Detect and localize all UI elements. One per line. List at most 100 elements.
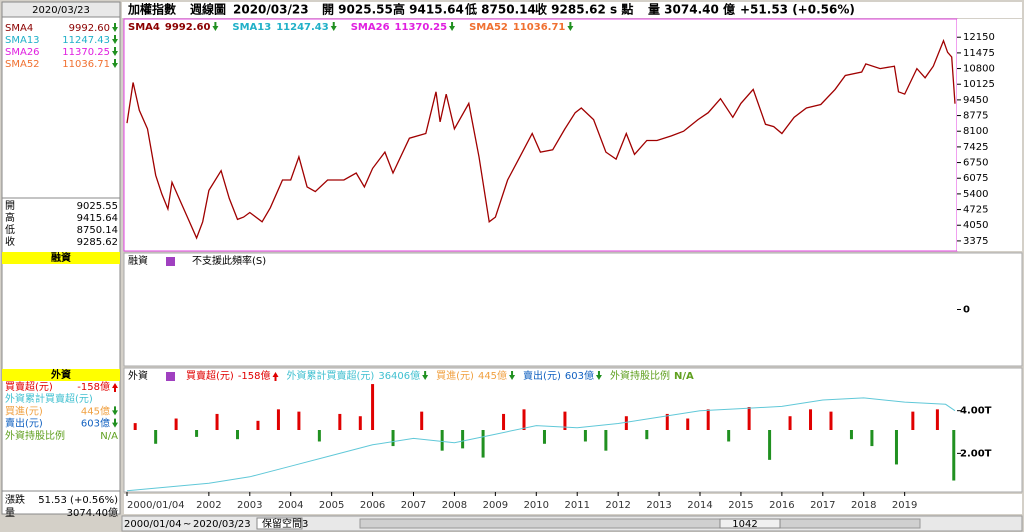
x-tick-label: 2005 xyxy=(319,500,344,511)
legend-value: -158億 xyxy=(238,369,271,382)
x-tick-label: 2014 xyxy=(687,500,712,511)
header-bar xyxy=(122,2,1022,18)
legend-name: 賣出(元) xyxy=(523,369,561,382)
x-tick-label: 2000/01/04 xyxy=(127,500,185,511)
price-axis xyxy=(957,19,1022,251)
y-tick-label: 12150 xyxy=(963,32,995,43)
net-bar xyxy=(645,430,649,440)
header-high: 高 9415.64 xyxy=(393,2,464,17)
ohlc-label: 高 xyxy=(5,211,15,224)
arrow-icon xyxy=(330,22,337,31)
arrow-icon xyxy=(422,371,429,380)
x-tick-label: 2012 xyxy=(605,500,630,511)
x-tick-label: 2016 xyxy=(769,500,794,511)
control-reserve: 保留空間 xyxy=(262,517,302,530)
arrow-icon xyxy=(272,372,279,381)
scrollbar[interactable] xyxy=(359,518,921,529)
control-tilde: ~ xyxy=(183,519,191,530)
sma-value: 9992.60 xyxy=(69,23,110,34)
net-bar xyxy=(563,411,567,430)
legend-name: 外資累計買賣超(元) xyxy=(287,369,375,382)
foreign-value: 603億 xyxy=(81,417,110,430)
foreign-value: N/A xyxy=(100,431,118,442)
panel-icon xyxy=(166,257,175,266)
net-bar xyxy=(133,423,137,430)
sma-name: SMA26 xyxy=(5,47,40,58)
panel-message: 不支援此頻率(S) xyxy=(192,254,266,267)
net-bar xyxy=(371,384,375,430)
legend-value: 11036.71 xyxy=(513,22,566,33)
x-tick-label: 2003 xyxy=(237,500,262,511)
scroll-thumb[interactable] xyxy=(719,518,781,529)
legend-name: 買賣超(元) xyxy=(186,369,234,382)
legend-name: SMA13 xyxy=(232,22,271,33)
panel-title: 融資 xyxy=(128,255,148,267)
y-tick-label: 6750 xyxy=(963,158,988,169)
legend-name: SMA26 xyxy=(351,22,390,33)
cumulative-line xyxy=(126,397,956,492)
price-panel xyxy=(123,18,958,252)
net-bar xyxy=(604,430,608,451)
arrow-icon xyxy=(112,47,118,56)
net-bar xyxy=(195,430,199,437)
x-tick-label: 2011 xyxy=(564,500,589,511)
x-tick-label: 2018 xyxy=(851,500,876,511)
sma-value: 11370.25 xyxy=(62,47,110,58)
net-bar xyxy=(481,430,485,458)
net-bar xyxy=(391,430,395,447)
net-bar xyxy=(583,430,587,442)
net-bar xyxy=(706,409,710,430)
legend-name: SMA52 xyxy=(469,22,508,33)
net-bar xyxy=(809,409,813,430)
net-bar xyxy=(502,413,506,430)
net-bar xyxy=(276,409,280,430)
change-label: 漲跌 xyxy=(5,493,25,506)
y-tick-label: 9450 xyxy=(963,95,988,106)
y-tick-label: 4725 xyxy=(963,205,988,216)
legend-value: 445億 xyxy=(478,369,507,382)
net-bar xyxy=(665,413,669,430)
sma-value: 11247.43 xyxy=(62,35,110,46)
net-bar xyxy=(935,409,939,430)
x-tick-label: 2017 xyxy=(810,500,835,511)
net-bar xyxy=(522,409,526,430)
price-line xyxy=(126,38,956,240)
control-count: 1042 xyxy=(732,519,757,530)
net-bar xyxy=(747,407,751,430)
net-bar xyxy=(952,430,956,481)
net-bar xyxy=(624,416,628,430)
reserve-input[interactable] xyxy=(256,517,303,530)
net-bar xyxy=(154,430,158,444)
y-tick-label: 4050 xyxy=(963,220,988,231)
net-bar xyxy=(338,413,342,430)
ohlc-label: 收 xyxy=(5,235,15,248)
header-period: 週線圖 xyxy=(190,2,226,17)
x-tick-label: 2006 xyxy=(360,500,385,511)
header-date: 2020/03/23 xyxy=(233,3,309,17)
x-tick-label: 2019 xyxy=(892,500,917,511)
header-volume: 量 3074.40 億 xyxy=(648,2,735,17)
ohlc-label: 開 xyxy=(5,200,15,212)
arrow-icon xyxy=(112,406,118,416)
ohlc-value: 9285.62 xyxy=(77,237,118,248)
arrow-icon xyxy=(112,383,118,392)
legend-value: 9992.60 xyxy=(165,22,211,33)
legend-value: 11370.25 xyxy=(395,22,448,33)
control-start: 2000/01/04 xyxy=(124,519,182,530)
net-bar xyxy=(174,418,178,430)
legend-value: 603億 xyxy=(565,369,594,382)
volume-label: 量 xyxy=(5,507,15,519)
net-bar xyxy=(768,430,772,460)
y-tick-label: 8775 xyxy=(963,111,988,122)
margin-title-box xyxy=(2,252,120,264)
panel-title: 外資 xyxy=(128,370,148,382)
arrow-icon xyxy=(212,22,219,31)
arrow-icon xyxy=(567,22,574,31)
x-tick-label: 2002 xyxy=(196,500,221,511)
foreign-title-box xyxy=(2,369,120,381)
left-date: 2020/03/23 xyxy=(32,5,90,16)
y-tick-label: 10125 xyxy=(963,79,995,90)
x-tick-label: 2015 xyxy=(728,500,753,511)
sma-name: SMA52 xyxy=(5,59,40,70)
net-bar xyxy=(317,430,321,442)
